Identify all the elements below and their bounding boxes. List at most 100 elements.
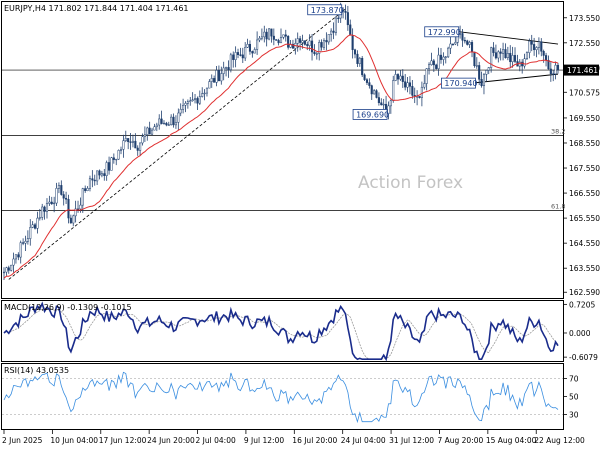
watermark: Action Forex (358, 173, 463, 193)
candle (62, 191, 65, 206)
candle (65, 191, 68, 204)
candle (5, 266, 8, 276)
time-axis: 2 Jun 2025 10 Jun 04:00 17 Jun 12:00 24 Jun… (2, 430, 585, 445)
candle (53, 196, 56, 213)
candle (279, 28, 283, 44)
time-tick-label: 16 Jul 20:00 (292, 436, 337, 445)
candle (251, 50, 254, 58)
candle (272, 28, 275, 46)
candle (435, 63, 438, 70)
candle (74, 200, 77, 223)
candle (370, 84, 373, 100)
candle (408, 76, 411, 95)
time-tick-label: 10 Jun 04:00 (50, 436, 98, 445)
candle (356, 50, 359, 67)
candle (253, 47, 256, 54)
candle (91, 170, 94, 188)
candle (158, 114, 161, 130)
candle (86, 186, 89, 192)
svg-text:172.990: 172.990 (428, 28, 461, 37)
candle (533, 37, 536, 56)
candle (499, 48, 502, 61)
candle (535, 46, 538, 58)
candle (327, 34, 330, 45)
price-tick-label: 162.590 (569, 288, 600, 297)
candle (325, 32, 328, 51)
macd-label: MACD(12,26,9) -0.1309 -0.1015 (4, 303, 132, 312)
time-tick-label: 17 Jun 12:00 (99, 436, 147, 445)
price-annotations: 173.870 169.690 172.990 170.940 (307, 4, 478, 120)
candle (186, 99, 189, 109)
price-pane (1, 1, 564, 299)
candle (153, 123, 156, 131)
candle (353, 48, 357, 59)
macd-pane (1, 300, 564, 362)
fib-levels: 38.2 61.8 (2, 69, 565, 211)
candle (210, 74, 213, 88)
candle (275, 39, 278, 41)
candle (31, 221, 34, 229)
candle (244, 42, 247, 62)
candle (540, 38, 543, 57)
candle (208, 79, 211, 89)
candle (174, 115, 177, 129)
candle (444, 55, 447, 64)
candle (315, 51, 318, 60)
candle (29, 219, 32, 246)
candle (22, 238, 25, 246)
candle (389, 99, 392, 114)
candle (222, 61, 225, 81)
candle (256, 31, 259, 55)
rsi-tick-label: 70 (569, 375, 579, 384)
candle (263, 25, 266, 43)
candle (428, 62, 431, 75)
candle (494, 44, 497, 60)
candle (236, 48, 240, 59)
candle (320, 39, 323, 51)
candle (447, 46, 450, 59)
candle (193, 94, 197, 104)
candle (151, 127, 154, 136)
candle (57, 182, 60, 194)
candle (380, 98, 383, 106)
macd-tick-label: -0.6079 (569, 353, 598, 362)
svg-text:170.940: 170.940 (444, 79, 477, 88)
candlestick-series (2, 2, 560, 280)
candle (430, 52, 433, 66)
candle (487, 66, 490, 75)
candle (318, 39, 321, 61)
candle (96, 170, 99, 185)
candle (41, 203, 44, 221)
candle (136, 145, 139, 156)
svg-text:169.690: 169.690 (356, 110, 389, 119)
candle (478, 61, 481, 86)
symbol-header: EURJPY,H4 171.802 171.844 171.404 171.46… (4, 4, 189, 13)
fib-level-label: 38.2 (551, 127, 565, 135)
candle (215, 65, 218, 87)
candle (217, 65, 220, 82)
candle (330, 28, 333, 42)
candle (310, 34, 314, 61)
candle (24, 235, 27, 251)
candle (342, 7, 345, 19)
candle (518, 59, 521, 72)
candle (451, 43, 454, 46)
candle (423, 74, 426, 90)
candle (162, 120, 166, 125)
candle (506, 46, 509, 61)
candle (234, 46, 237, 68)
candle (198, 90, 201, 105)
candle (521, 59, 524, 74)
candle (284, 29, 287, 42)
candle (141, 133, 144, 146)
candle (177, 108, 180, 131)
candle (124, 130, 127, 143)
candle (43, 205, 46, 220)
candle (363, 73, 366, 81)
candle (36, 211, 39, 234)
candle (100, 170, 103, 178)
candle (103, 168, 106, 181)
rsi-line (3, 371, 559, 424)
candle (26, 230, 29, 245)
